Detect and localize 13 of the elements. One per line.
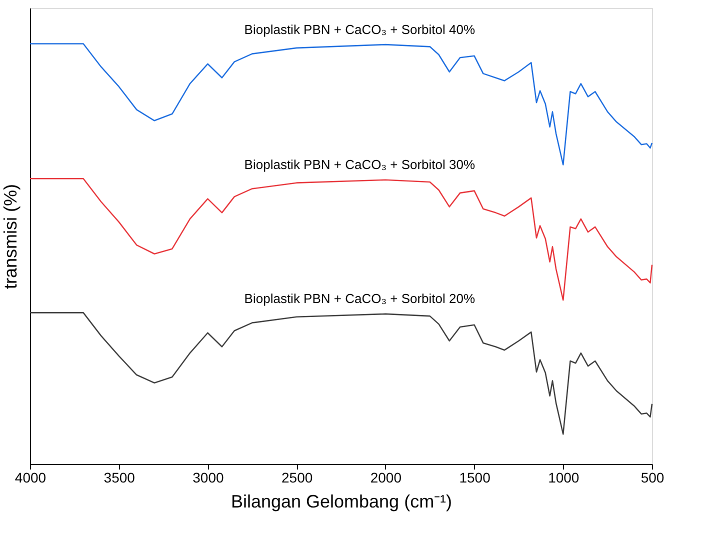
x-tick-label: 1500 xyxy=(459,470,491,486)
series-label: Bioplastik PBN + CaCO₃ + Sorbitol 30% xyxy=(244,156,476,172)
x-tick-label: 500 xyxy=(640,470,664,486)
x-tick-label: 1000 xyxy=(548,470,580,486)
x-tick-label: 3500 xyxy=(104,470,136,486)
x-axis-title: Bilangan Gelombang (cm⁻¹) xyxy=(230,492,452,512)
series-label: Bioplastik PBN + CaCO₃ + Sorbitol 40% xyxy=(244,22,476,38)
x-tick-label: 4000 xyxy=(14,470,46,486)
y-axis-title: transmisi (%) xyxy=(0,184,20,290)
x-tick-label: 2500 xyxy=(281,470,313,486)
x-tick-label: 2000 xyxy=(370,470,402,486)
series-label: Bioplastik PBN + CaCO₃ + Sorbitol 20% xyxy=(244,291,476,306)
x-tick-label: 3000 xyxy=(192,470,224,486)
